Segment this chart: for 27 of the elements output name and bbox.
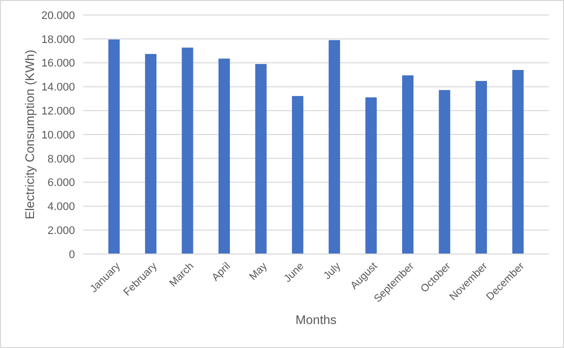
y-tick-label: 12.000	[41, 105, 75, 118]
y-tick-label: 2.000	[47, 224, 75, 237]
bar	[365, 97, 377, 254]
x-tick-label: May	[247, 260, 270, 283]
y-axis-title: Electricity Consumption (KWh)	[23, 50, 37, 220]
x-axis-title: Months	[296, 313, 336, 327]
y-tick-label: 4.000	[47, 201, 75, 214]
y-tick-label: 0	[68, 248, 75, 261]
bar	[328, 40, 340, 254]
bar	[292, 96, 304, 254]
y-tick-label: 20.000	[41, 10, 75, 22]
y-tick-label: 8.000	[47, 153, 75, 166]
y-tick-label: 14.000	[41, 82, 75, 94]
bar	[512, 70, 524, 254]
y-tick-label: 18.000	[41, 34, 75, 46]
bar	[108, 40, 120, 254]
bar	[145, 54, 156, 254]
bar	[218, 58, 230, 254]
x-tick-label: July	[321, 260, 344, 282]
bar	[476, 80, 487, 254]
bar	[255, 64, 267, 254]
y-tick-label: 16.000	[41, 58, 75, 70]
bar	[402, 75, 414, 254]
bar	[438, 90, 450, 254]
y-tick-label: 10.000	[41, 129, 75, 142]
y-tick-label: 6.000	[47, 177, 75, 190]
bar	[182, 48, 194, 254]
